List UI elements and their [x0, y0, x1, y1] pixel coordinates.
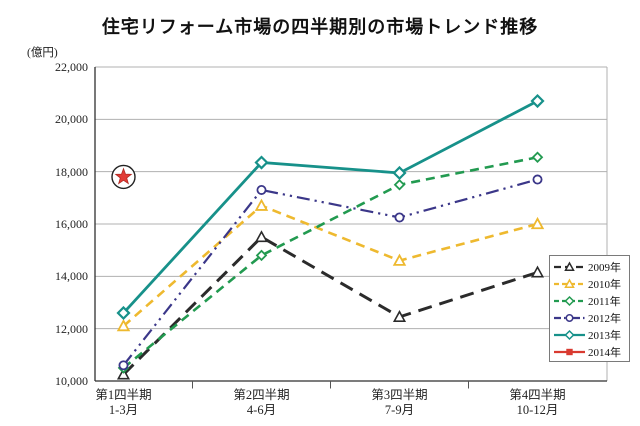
y-tick-label: 16,000: [55, 217, 88, 231]
x-category-label: 第2四半期 4-6月: [233, 388, 290, 417]
x-category-label: 第3四半期 7-9月: [371, 388, 428, 417]
diamond-marker-icon: [116, 305, 131, 321]
triangle-marker-icon: [392, 253, 407, 266]
y-tick-label: 18,000: [55, 164, 88, 179]
legend-item-2012: 2012年: [553, 309, 629, 326]
legend-line-sample-2014: [554, 348, 585, 355]
triangle-marker-icon: [530, 216, 545, 230]
diamond-marker-icon: [564, 329, 575, 340]
diamond-marker-icon: [255, 249, 268, 262]
legend-label-2013: 2013年: [588, 329, 621, 342]
chart-title: 住宅リフォーム市場の四半期別の市場トレンド推移: [101, 17, 539, 37]
legend-item-2010: 2010年: [553, 275, 629, 292]
legend-line-sample-2009: [554, 260, 585, 271]
triangle-marker-icon: [116, 318, 131, 332]
series-line-2013年: [122, 99, 539, 314]
series-line-2011年: [122, 156, 538, 369]
legend-item-2009: 2009年: [553, 258, 629, 275]
x-category-label: 第1四半期 1-3月: [95, 388, 152, 417]
legend-item-2011: 2011年: [553, 292, 629, 309]
legend-label-2009: 2009年: [588, 261, 621, 274]
star-icon: [114, 167, 133, 185]
y-tick-label: 12,000: [55, 321, 88, 336]
legend: 2009年 2010年 2011年 2012年 2013年 2014年: [549, 255, 630, 362]
y-tick-label: 14,000: [55, 269, 88, 284]
diamond-marker-icon: [254, 155, 269, 170]
legend-label-2014: 2014年: [588, 346, 621, 359]
x-category-label: 第4四半期 10-12月: [509, 388, 566, 417]
triangle-marker-icon: [564, 260, 575, 271]
square-marker-icon: [566, 348, 573, 355]
triangle-marker-icon: [254, 198, 269, 211]
triangle-marker-icon: [116, 367, 131, 380]
legend-item-2014: 2014年: [553, 343, 629, 360]
triangle-marker-icon: [564, 277, 575, 288]
series-line-2009年: [122, 235, 538, 376]
series-line-2012年: [122, 178, 538, 366]
y-tick-label: 10,000: [55, 374, 88, 388]
legend-line-sample-2010: [554, 277, 585, 288]
legend-line-sample-2012: [554, 313, 585, 322]
y-tick-label: 20,000: [55, 112, 88, 127]
circle-marker-icon: [565, 313, 574, 322]
diamond-marker-icon: [531, 151, 544, 164]
legend-item-2013: 2013年: [553, 326, 629, 343]
triangle-marker-icon: [254, 230, 269, 243]
series-line-2010年: [122, 204, 538, 328]
y-tick-label: 22,000: [55, 60, 88, 74]
legend-line-sample-2011: [554, 295, 585, 306]
diamond-marker-icon: [393, 178, 406, 191]
legend-line-sample-2013: [554, 329, 585, 340]
circle-marker-icon: [532, 174, 543, 185]
legend-label-2010: 2010年: [588, 278, 621, 291]
circle-marker-icon: [394, 212, 405, 223]
diamond-marker-icon: [392, 165, 407, 181]
legend-label-2012: 2012年: [588, 312, 621, 325]
legend-label-2011: 2011年: [588, 295, 621, 308]
diamond-marker-icon: [530, 93, 545, 109]
triangle-marker-icon: [530, 265, 545, 278]
circle-marker-icon: [256, 184, 267, 195]
y-axis-unit-label: (億円): [27, 47, 58, 59]
triangle-marker-icon: [392, 310, 407, 322]
diamond-marker-icon: [564, 295, 575, 306]
circle-marker-icon: [118, 360, 129, 371]
